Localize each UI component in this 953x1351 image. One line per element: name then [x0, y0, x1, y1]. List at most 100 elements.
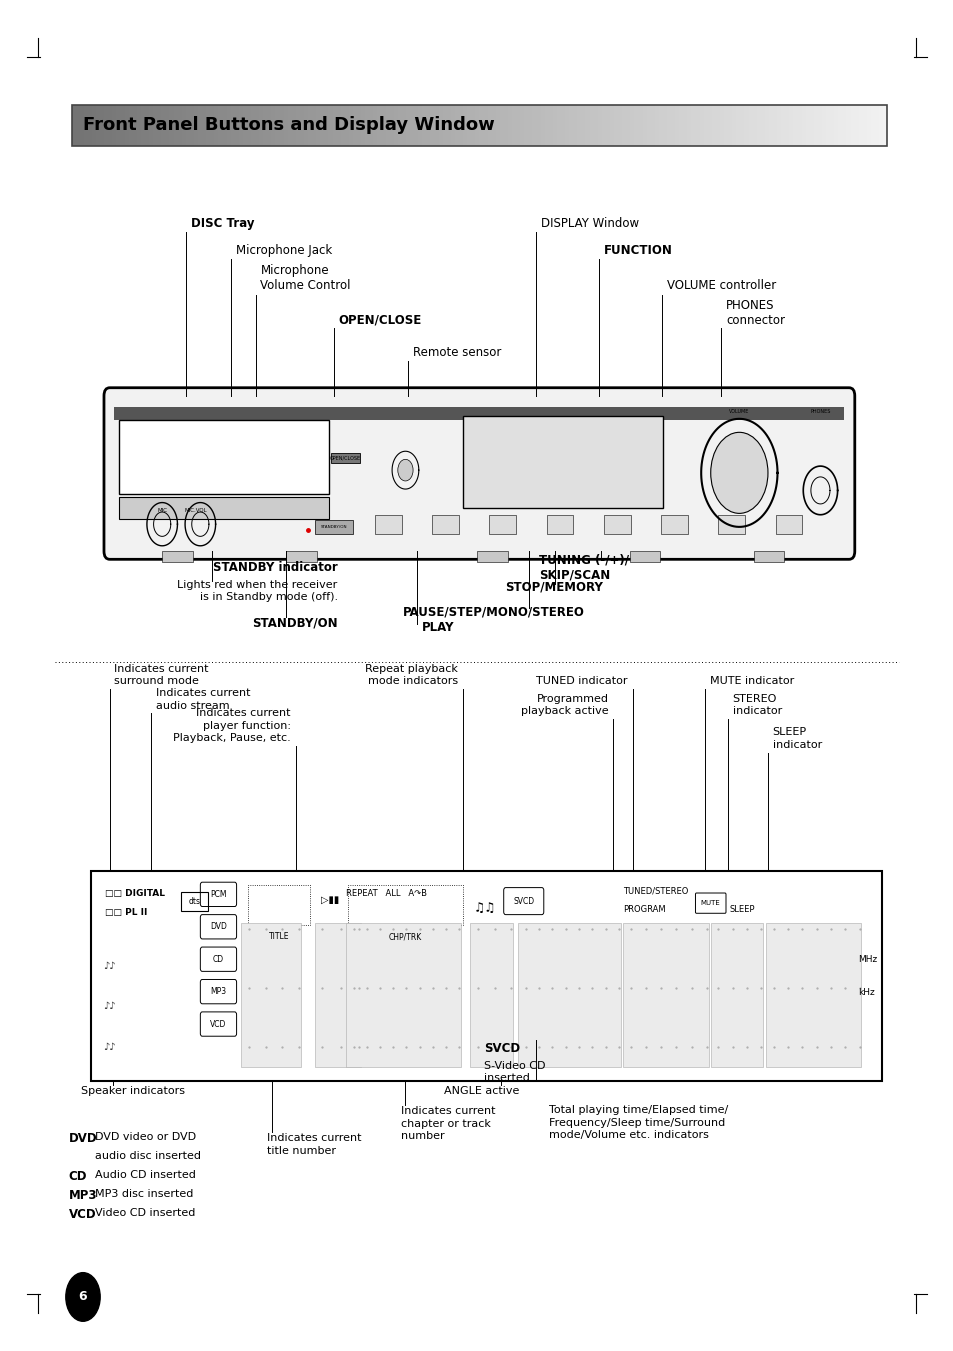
Bar	[882, 105, 886, 146]
Text: CHP/TRK: CHP/TRK	[389, 932, 421, 942]
Bar	[765, 923, 861, 1067]
Text: VOLUME controller: VOLUME controller	[666, 278, 776, 292]
Bar	[638, 105, 641, 146]
Bar	[320, 105, 324, 146]
Bar	[206, 105, 210, 146]
Bar	[414, 105, 417, 146]
Bar	[544, 105, 548, 146]
Bar	[695, 105, 699, 146]
Bar	[381, 105, 385, 146]
Bar	[181, 892, 208, 911]
Bar	[687, 105, 691, 146]
Bar	[375, 515, 401, 534]
Bar	[353, 105, 356, 146]
Bar	[630, 105, 634, 146]
Text: VOLUME: VOLUME	[728, 409, 749, 415]
Bar	[314, 520, 353, 534]
Text: TUNED indicator: TUNED indicator	[536, 677, 627, 686]
Bar	[813, 105, 817, 146]
Bar	[699, 105, 703, 146]
Bar	[532, 105, 536, 146]
Text: STOP/MEMORY: STOP/MEMORY	[505, 581, 603, 594]
Bar	[401, 105, 406, 146]
Text: Speaker indicators: Speaker indicators	[81, 1086, 185, 1096]
Bar	[308, 105, 312, 146]
Bar	[772, 105, 777, 146]
Text: REPEAT   ALL   A↷B: REPEAT ALL A↷B	[346, 889, 427, 898]
Bar	[679, 105, 682, 146]
Bar	[817, 105, 821, 146]
Bar	[198, 105, 202, 146]
Bar	[723, 105, 727, 146]
Bar	[226, 105, 231, 146]
Bar	[528, 105, 532, 146]
Text: Audio CD inserted: Audio CD inserted	[95, 1170, 196, 1179]
Bar	[267, 105, 271, 146]
Bar	[263, 105, 267, 146]
Bar	[666, 105, 670, 146]
Text: PHONES: PHONES	[809, 409, 830, 415]
Bar	[283, 105, 288, 146]
Bar	[825, 105, 829, 146]
Bar	[564, 105, 569, 146]
Bar	[540, 105, 544, 146]
Text: SVCD: SVCD	[513, 897, 534, 905]
Bar	[84, 105, 88, 146]
Bar	[670, 105, 675, 146]
Bar	[222, 105, 226, 146]
Bar	[299, 105, 304, 146]
Bar	[781, 105, 784, 146]
Bar	[432, 515, 458, 534]
Bar	[768, 105, 772, 146]
Text: PROGRAM: PROGRAM	[622, 905, 665, 915]
Bar	[119, 497, 329, 519]
Text: Total playing time/Elapsed time/
Frequency/Sleep time/Surround
mode/Volume etc. : Total playing time/Elapsed time/ Frequen…	[548, 1105, 727, 1140]
Text: OPEN/CLOSE: OPEN/CLOSE	[330, 455, 360, 461]
Text: VCD: VCD	[210, 1020, 227, 1028]
Bar	[292, 105, 295, 146]
Bar	[775, 515, 801, 534]
Bar	[489, 515, 516, 534]
Bar	[874, 105, 878, 146]
Bar	[149, 105, 152, 146]
Bar	[809, 105, 813, 146]
Bar	[736, 105, 740, 146]
Bar	[286, 551, 316, 562]
Bar	[471, 105, 475, 146]
Bar	[104, 105, 108, 146]
Bar	[710, 923, 762, 1067]
Text: Indicates current
surround mode: Indicates current surround mode	[114, 663, 209, 686]
Text: STEREO
indicator: STEREO indicator	[732, 693, 781, 716]
Bar	[841, 105, 845, 146]
Bar	[629, 551, 659, 562]
Bar	[682, 105, 687, 146]
Bar	[646, 105, 650, 146]
Bar	[295, 105, 299, 146]
Bar	[478, 105, 483, 146]
Bar	[314, 923, 360, 1067]
Text: CD: CD	[69, 1170, 87, 1183]
Bar	[660, 515, 687, 534]
Bar	[487, 105, 491, 146]
Text: S-Video CD
inserted: S-Video CD inserted	[483, 1061, 544, 1084]
Bar	[516, 105, 519, 146]
Bar	[186, 105, 190, 146]
Bar	[838, 105, 841, 146]
Bar	[517, 923, 620, 1067]
Text: DVD video or DVD: DVD video or DVD	[95, 1132, 196, 1142]
Bar	[361, 105, 365, 146]
Bar	[210, 105, 214, 146]
Bar	[214, 105, 218, 146]
Bar	[878, 105, 882, 146]
Bar	[711, 105, 715, 146]
Text: ♪♪: ♪♪	[103, 961, 115, 971]
Bar	[788, 105, 793, 146]
Bar	[524, 105, 528, 146]
Bar	[129, 105, 132, 146]
Bar	[446, 105, 451, 146]
Text: DISPLAY Window: DISPLAY Window	[540, 216, 639, 230]
Bar	[259, 105, 263, 146]
Bar	[328, 105, 333, 146]
Bar	[96, 105, 100, 146]
Bar	[503, 105, 507, 146]
